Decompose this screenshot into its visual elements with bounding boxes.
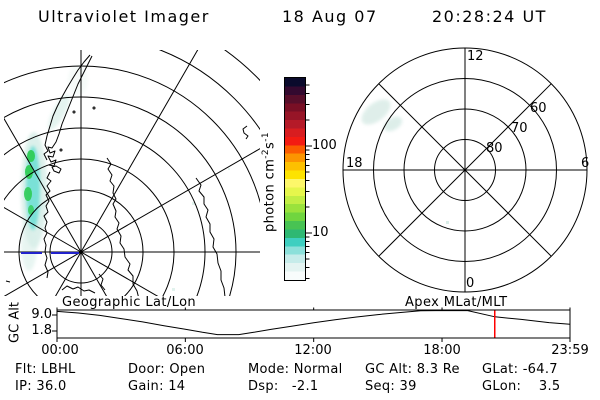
mlt-label-12: 12: [467, 49, 484, 64]
polar-grid: [342, 47, 588, 293]
status-gc-alt: GC Alt: 8.3 Re: [365, 362, 460, 377]
strip-chart-frame: [56, 309, 571, 339]
map-caption: Geographic Lat/Lon: [62, 295, 197, 310]
header-time-ut: 20:28:24 UT: [432, 7, 547, 26]
mlat-label-60: 60: [530, 101, 547, 116]
status-glat: GLat: -64.7: [482, 362, 558, 377]
status-glon: GLon: 3.5: [482, 379, 561, 394]
map-coastlines: [5, 54, 249, 296]
mlat-label-70: 70: [511, 121, 528, 136]
colorbar-unit-label: photon cm-2s-1: [261, 131, 278, 233]
status-seq: Seq: 39: [365, 379, 417, 394]
mlat-label-80: 80: [486, 141, 503, 156]
tick-mark: [80, 50, 199, 253]
page-title: Ultraviolet Imager: [38, 7, 210, 26]
mlt-label-0: 0: [466, 276, 474, 291]
map-aurora-emission: [21, 65, 230, 291]
strip-ylabel: GC Alt: [7, 302, 23, 343]
polar-aurora-emission: [361, 99, 449, 224]
geographic-map-panel: [4, 50, 260, 296]
tick-mark: [4, 206, 82, 253]
tick-mark: [55, 251, 82, 296]
colorbar-ticks: [306, 84, 312, 279]
header-date: 18 Aug 07: [282, 7, 378, 26]
status-mode: Mode: Normal: [248, 362, 343, 377]
status-ip: IP: 36.0: [15, 379, 67, 394]
colorbar: [284, 77, 306, 281]
tick-mark: [80, 148, 260, 253]
xtick-2359: 23:59: [551, 343, 589, 358]
tick-mark: [80, 251, 159, 296]
colorbar-tick-10: 10: [312, 225, 329, 240]
status-gain: Gain: 14: [128, 379, 186, 394]
xtick-0000: 00:00: [41, 343, 79, 358]
polar-caption: Apex MLat/MLT: [405, 295, 508, 310]
xtick-1800: 18:00: [423, 343, 461, 358]
ytick-9.0: 9.0: [31, 307, 52, 322]
mlt-label-18: 18: [346, 156, 363, 171]
xtick-0600: 06:00: [166, 343, 204, 358]
colorbar-tick-100: 100: [312, 138, 337, 153]
mlt-label-6: 6: [581, 156, 589, 171]
polar-labels: 12 18 6 0 60 70 80: [346, 49, 589, 291]
tick-mark: [4, 251, 82, 296]
status-flt: Flt: LBHL: [15, 362, 76, 377]
apex-mlat-mlt-polar-plot: 12 18 6 0 60 70 80: [342, 47, 589, 293]
ytick-1.8: 1.8: [31, 323, 52, 338]
tick-mark: [4, 117, 82, 253]
tick-mark: [80, 251, 107, 296]
gc-alt-curve: [56, 310, 571, 336]
status-dsp: Dsp: -2.1: [248, 379, 319, 394]
xtick-1200: 12:00: [294, 343, 332, 358]
status-door: Door: Open: [128, 362, 206, 377]
gc-alt-strip-chart: [52, 307, 571, 342]
